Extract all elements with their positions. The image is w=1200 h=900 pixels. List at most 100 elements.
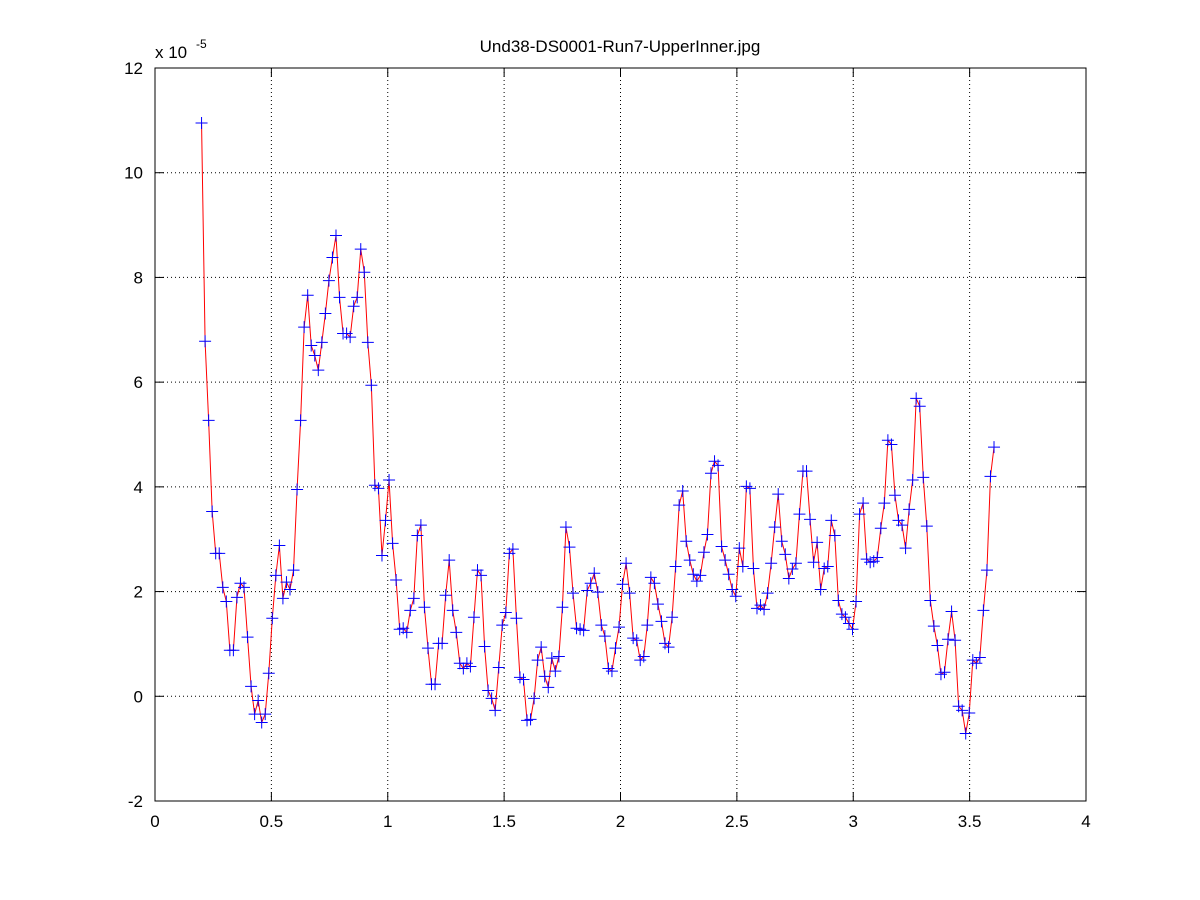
data-point [372, 482, 385, 495]
data-point [722, 568, 735, 581]
data-point [726, 583, 739, 596]
data-point [888, 489, 901, 502]
data-point [577, 624, 590, 637]
data-point [485, 692, 498, 705]
data-point [245, 680, 258, 693]
data-point [988, 441, 1001, 454]
data-point [375, 549, 388, 562]
data-point [266, 612, 279, 625]
data-point [959, 727, 972, 740]
data-point [779, 548, 792, 561]
data-point [563, 541, 576, 554]
data-point [259, 708, 272, 721]
data-point [216, 581, 229, 594]
data-point [733, 542, 746, 555]
data-point [789, 557, 802, 570]
data-point [772, 488, 785, 501]
data-point [414, 519, 427, 532]
data-point [736, 560, 749, 573]
data-point [828, 529, 841, 542]
data-point [202, 414, 215, 427]
data-point [782, 572, 795, 585]
data-point [291, 483, 304, 496]
data-point [195, 116, 208, 129]
data-point [719, 554, 732, 567]
data-point [605, 665, 618, 678]
data-point [697, 546, 710, 559]
data-point [298, 321, 311, 334]
data-point [694, 569, 707, 582]
data-point [821, 560, 834, 573]
data-point [839, 611, 852, 624]
data-point [938, 666, 951, 679]
data-point [301, 289, 314, 302]
data-point [598, 630, 611, 643]
data-point [984, 470, 997, 483]
data-point [655, 615, 668, 628]
data-point [920, 520, 933, 533]
data-point [559, 521, 572, 534]
data-point [305, 339, 318, 352]
data-point [354, 243, 367, 256]
data-point [846, 623, 859, 636]
data-point [489, 704, 502, 717]
data-point [329, 229, 342, 242]
data-point [616, 578, 629, 591]
data-point [704, 467, 717, 480]
data-point [255, 716, 268, 729]
data-point [322, 274, 335, 287]
data-point [510, 612, 523, 625]
data-point [262, 667, 275, 680]
data-point [775, 535, 788, 548]
data-point [312, 364, 325, 377]
data-point [213, 547, 226, 560]
data-point [542, 681, 555, 694]
y-tick-label: 6 [134, 373, 143, 392]
data-point [524, 713, 537, 726]
data-point [326, 251, 339, 264]
data-point [361, 336, 374, 349]
y-tick-label: -2 [128, 792, 143, 811]
x-tick-label: 2 [616, 812, 625, 831]
x-tick-label: 1.5 [492, 812, 516, 831]
data-point [506, 543, 519, 556]
data-point [556, 601, 569, 614]
data-point [712, 459, 725, 472]
data-point [595, 619, 608, 632]
data-point [400, 626, 413, 639]
data-point [924, 594, 937, 607]
data-point [758, 603, 771, 616]
data-point [641, 619, 654, 632]
data-point [351, 291, 364, 304]
data-point [743, 482, 756, 495]
data-point [439, 589, 452, 602]
data-point [662, 641, 675, 654]
data-point [832, 594, 845, 607]
data-point [421, 642, 434, 655]
x-tick-label: 3.5 [958, 812, 982, 831]
data-point [903, 503, 916, 516]
data-point [482, 684, 495, 697]
y-multiplier: x 10 [155, 43, 187, 62]
data-point [715, 540, 728, 553]
data-point [747, 562, 760, 575]
y-tick-label: 4 [134, 478, 143, 497]
data-point [238, 581, 251, 594]
data-point [666, 611, 679, 624]
data-point [850, 595, 863, 608]
x-tick-label: 3 [849, 812, 858, 831]
data-point [906, 474, 919, 487]
y-tick-label: 12 [124, 59, 143, 78]
data-point [945, 605, 958, 618]
data-point [913, 400, 926, 413]
data-point [910, 392, 923, 405]
data-point [588, 567, 601, 580]
data-point [517, 673, 530, 686]
plot-area [154, 67, 1087, 802]
data-point [464, 660, 477, 673]
data-point [927, 620, 940, 633]
data-point [531, 654, 544, 667]
x-tick-label: 2.5 [725, 812, 749, 831]
data-point [567, 587, 580, 600]
